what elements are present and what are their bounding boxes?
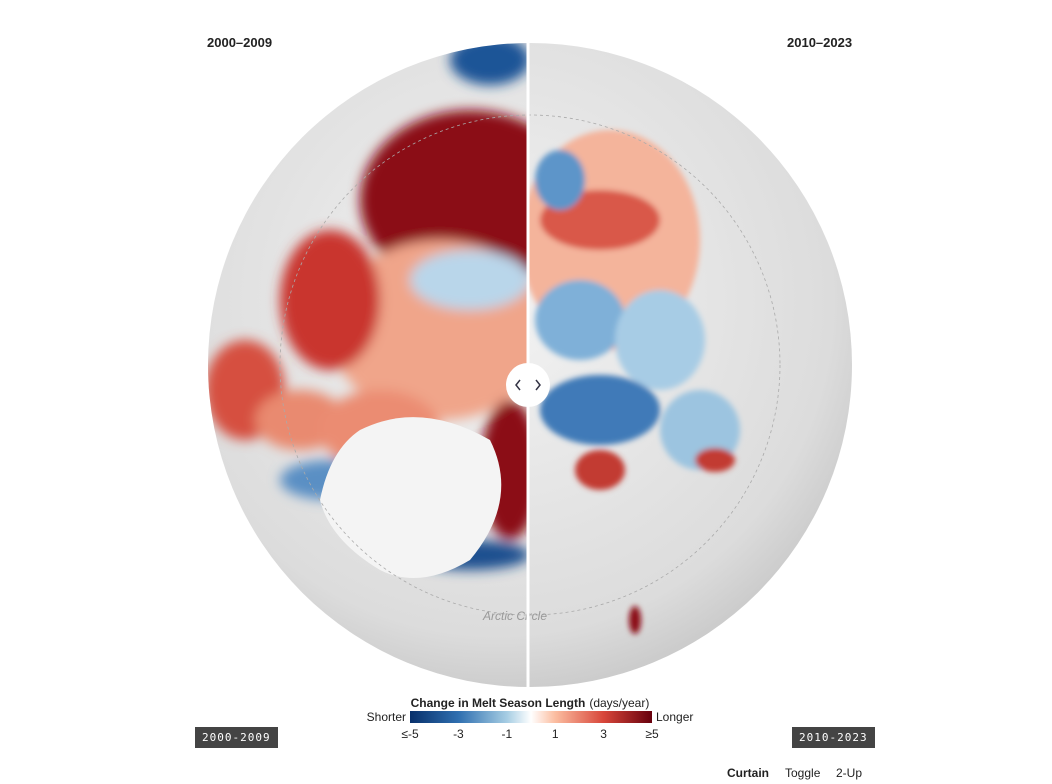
period-badge: 2000-2009: [195, 727, 278, 748]
colorbar-tick-label: -1: [501, 727, 512, 741]
legend-low: Shorter: [367, 710, 406, 724]
sea-ice-map: [208, 43, 781, 634]
period-badge: 2010-2023: [792, 727, 875, 748]
legend-heading: Change in Melt Season Length (days/year): [411, 696, 650, 710]
colorbar-tick-label: -3: [453, 727, 464, 741]
colorbar-tick-label: 3: [600, 727, 607, 741]
view-mode-button[interactable]: Curtain: [727, 766, 769, 780]
curtain-handle[interactable]: [506, 363, 550, 407]
view-mode-button[interactable]: 2-Up: [836, 766, 863, 780]
legend-title: Change in Melt Season Length: [411, 696, 586, 710]
colorbar-ticks: ≤-5 -3 -1 1 3 ≥5: [401, 727, 659, 741]
period-label: 2010–2023: [787, 35, 853, 50]
legend-unit: (days/year): [589, 696, 649, 710]
colorbar-tick-label: ≤-5: [401, 727, 419, 741]
legend-high: Longer: [656, 710, 693, 724]
map-annotation: Arctic Circle: [482, 609, 547, 623]
view-mode-button[interactable]: Toggle: [785, 766, 821, 780]
colorbar-tick-label: ≥5: [645, 727, 659, 741]
period-label: 2000–2009: [207, 35, 273, 50]
colorbar-tick-label: 1: [552, 727, 559, 741]
colorbar: [410, 711, 652, 723]
